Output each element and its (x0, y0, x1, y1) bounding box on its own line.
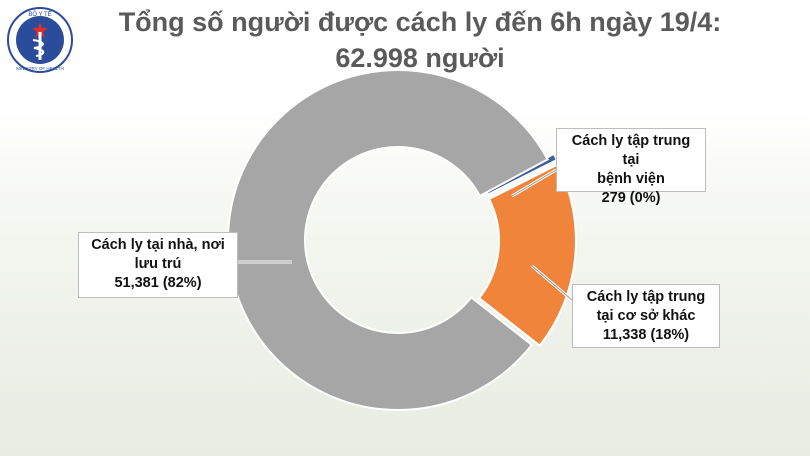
label-hosp-line2: bệnh viện (597, 171, 665, 187)
label-other-line2: tại cơ sở khác (596, 308, 696, 324)
label-home-line1: Cách ly tại nhà, nơi (91, 237, 225, 253)
slice-home (227, 69, 550, 411)
ministry-logo: BỘ Y TẾ MINISTRY OF HEALTH (6, 6, 74, 74)
label-hosp-line1: Cách ly tập trung tại (571, 133, 691, 168)
label-home-line2: lưu trú (134, 256, 182, 272)
label-home-value: 51,381 (114, 275, 159, 291)
label-hosp-values: 279 (0%) (563, 189, 699, 208)
slice-other (477, 163, 577, 348)
ministry-of-health-emblem-icon: BỘ Y TẾ MINISTRY OF HEALTH (7, 7, 73, 73)
leader-other-stroke (531, 265, 573, 301)
label-home-percent: (82%) (162, 275, 202, 291)
label-hosp-value: 279 (601, 190, 626, 206)
label-other-facility-quarantine: Cách ly tập trung tại cơ sở khác 11,338 … (572, 284, 720, 348)
label-home-values: 51,381 (82%) (85, 274, 231, 293)
label-other-line1: Cách ly tập trung (586, 289, 706, 305)
label-other-values: 11,338 (18%) (579, 326, 713, 345)
leader-hospital-stroke (511, 169, 557, 197)
label-home-quarantine: Cách ly tại nhà, nơi lưu trú 51,381 (82%… (78, 232, 238, 298)
label-other-percent: (18%) (650, 327, 690, 343)
label-hospital-quarantine: Cách ly tập trung tại bệnh viện 279 (0%) (556, 128, 706, 206)
label-other-value: 11,338 (602, 327, 647, 343)
svg-text:BỘ Y TẾ: BỘ Y TẾ (28, 11, 51, 18)
svg-text:MINISTRY OF HEALTH: MINISTRY OF HEALTH (16, 66, 64, 71)
page-title: Tổng số người được cách ly đến 6h ngày 1… (90, 4, 750, 76)
title-line-2: 62.998 người (335, 43, 505, 73)
label-hosp-percent: (0%) (629, 190, 661, 206)
title-line-1: Tổng số người được cách ly đến 6h ngày 1… (118, 7, 722, 37)
